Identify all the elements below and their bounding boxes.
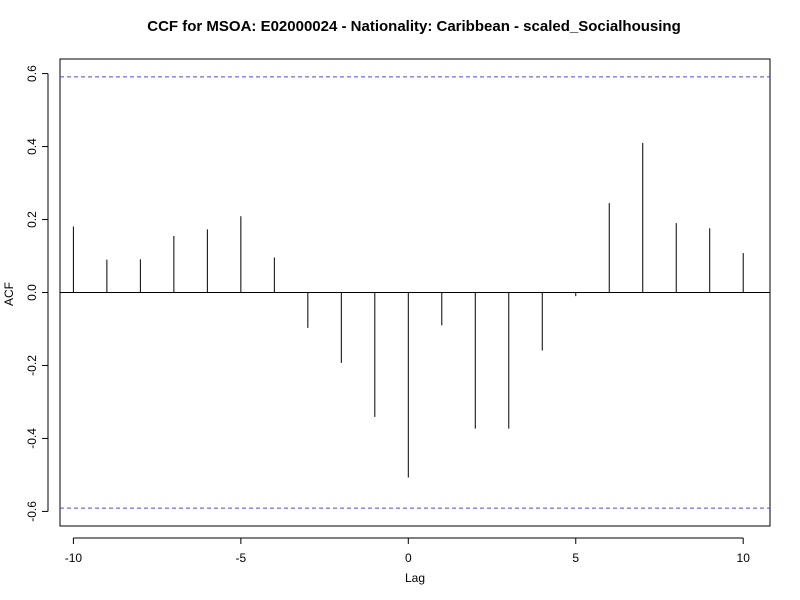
x-axis: -10 -5 0 5 10	[65, 537, 751, 565]
y-tick-label: 0.2	[25, 211, 39, 228]
y-tick-label: -0.6	[25, 501, 39, 522]
chart-title: CCF for MSOA: E02000024 - Nationality: C…	[147, 18, 680, 35]
x-tick-label: -10	[65, 551, 83, 565]
x-tick-label: 0	[405, 551, 412, 565]
x-tick-label: 10	[737, 551, 751, 565]
x-tick-label: 5	[572, 551, 579, 565]
y-axis-label: ACF	[2, 282, 16, 306]
x-axis-label: Lag	[405, 571, 425, 585]
y-tick-label: 0.0	[25, 284, 39, 301]
y-tick-label: -0.2	[25, 355, 39, 376]
reference-lines	[60, 76, 770, 509]
y-tick-label: 0.6	[25, 65, 39, 82]
y-tick-label: 0.4	[25, 138, 39, 155]
y-tick-label: -0.4	[25, 428, 39, 449]
y-axis: -0.6 -0.4 -0.2 0.0 0.2 0.4 0.6	[25, 65, 49, 522]
ccf-bars	[72, 142, 744, 478]
x-tick-label: -5	[236, 551, 247, 565]
